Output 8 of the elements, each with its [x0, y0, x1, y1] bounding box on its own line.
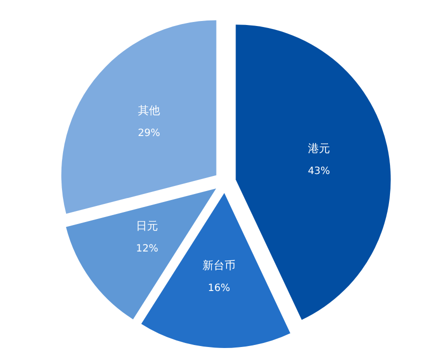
slice-label: 港元 — [308, 142, 330, 156]
slice-label: 日元 — [136, 220, 158, 233]
slice-label: 其他 — [138, 104, 160, 118]
data-label: 29% — [138, 128, 160, 140]
data-label: 43% — [308, 166, 330, 178]
data-label: 12% — [136, 244, 158, 255]
data-label: 16% — [208, 283, 230, 294]
slice-label: 新台币 — [202, 259, 236, 272]
